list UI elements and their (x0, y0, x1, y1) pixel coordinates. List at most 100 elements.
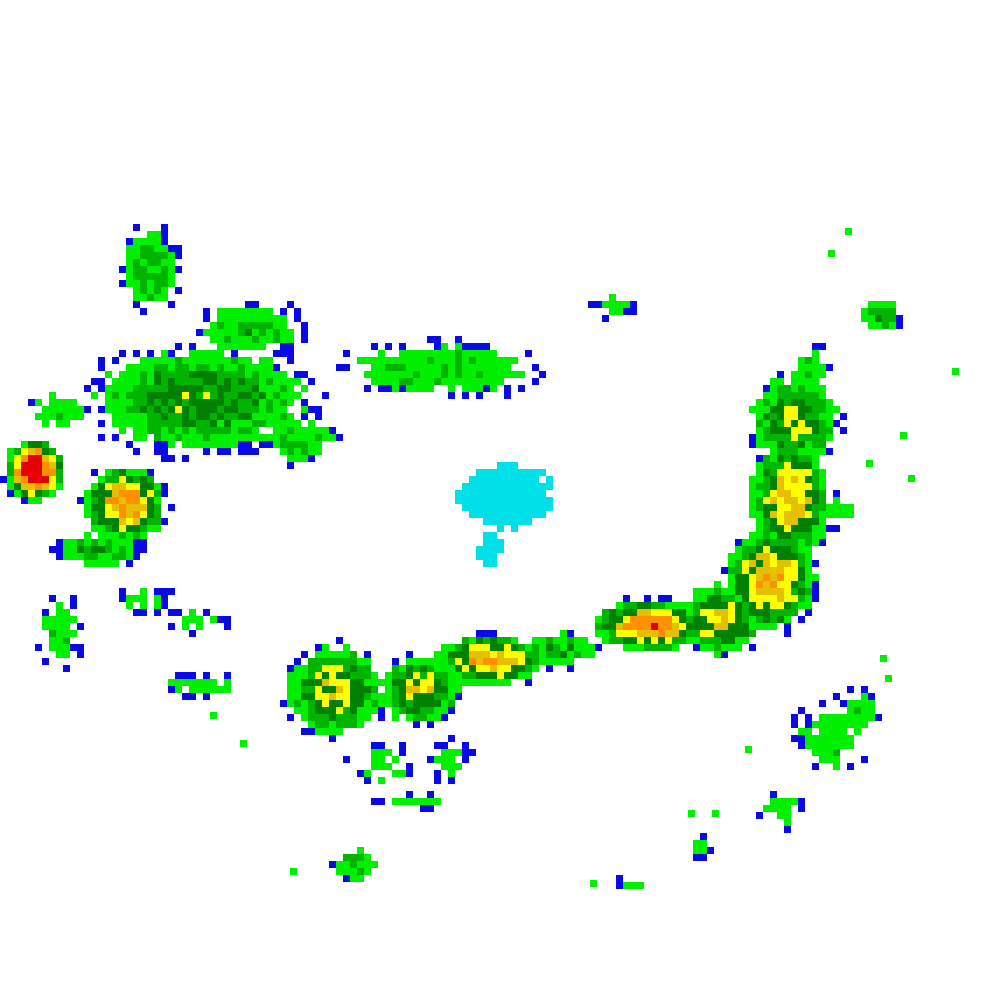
radar-cell (826, 742, 833, 749)
radar-cell (770, 553, 777, 560)
radar-cell (42, 616, 49, 623)
radar-cell (630, 644, 637, 651)
radar-cell (413, 707, 420, 714)
radar-cell (189, 616, 196, 623)
radar-cell (273, 350, 280, 357)
radar-cell (371, 343, 378, 350)
radar-cell (448, 665, 455, 672)
radar-cell (812, 588, 819, 595)
radar-cell (357, 714, 364, 721)
radar-cell (826, 728, 833, 735)
radar-cell (133, 532, 140, 539)
radar-cell (791, 476, 798, 483)
radar-cell (196, 686, 203, 693)
radar-cell (224, 322, 231, 329)
radar-cell (301, 448, 308, 455)
radar-cell (469, 749, 476, 756)
radar-cell (658, 609, 665, 616)
radar-cell (791, 567, 798, 574)
radar-cell (854, 714, 861, 721)
radar-cell (469, 385, 476, 392)
radar-cell (798, 462, 805, 469)
radar-cell (812, 525, 819, 532)
radar-cell (175, 364, 182, 371)
radar-cell (497, 539, 504, 546)
radar-cell (7, 448, 14, 455)
radar-cell (756, 420, 763, 427)
radar-cell (476, 385, 483, 392)
radar-cell (231, 357, 238, 364)
radar-cell (791, 420, 798, 427)
radar-cell (133, 490, 140, 497)
radar-cell (343, 707, 350, 714)
radar-cell (728, 553, 735, 560)
radar-cell (833, 714, 840, 721)
radar-cell (567, 665, 574, 672)
radar-cell (357, 700, 364, 707)
radar-cell (791, 798, 798, 805)
radar-cell (140, 399, 147, 406)
radar-cell (651, 630, 658, 637)
radar-cell (728, 616, 735, 623)
radar-cell (161, 294, 168, 301)
radar-cell (329, 735, 336, 742)
radar-cell (119, 595, 126, 602)
radar-cell (301, 665, 308, 672)
radar-cell (301, 455, 308, 462)
radar-cell (238, 385, 245, 392)
radar-cell (602, 315, 609, 322)
radar-cell (133, 371, 140, 378)
radar-cell (98, 546, 105, 553)
radar-cell (343, 700, 350, 707)
radar-cell (357, 357, 364, 364)
radar-cell (399, 350, 406, 357)
radar-cell (441, 707, 448, 714)
radar-cell (140, 385, 147, 392)
radar-cell (133, 539, 140, 546)
radar-cell (364, 861, 371, 868)
radar-cell (483, 371, 490, 378)
radar-cell (798, 707, 805, 714)
radar-cell (854, 707, 861, 714)
radar-cell (623, 308, 630, 315)
radar-cell (252, 406, 259, 413)
radar-cell (840, 714, 847, 721)
radar-cell (280, 700, 287, 707)
radar-cell (721, 623, 728, 630)
radar-cell (833, 490, 840, 497)
radar-cell (126, 476, 133, 483)
radar-cell (203, 399, 210, 406)
radar-cell (735, 609, 742, 616)
radar-cell (413, 721, 420, 728)
radar-cell (28, 448, 35, 455)
radar-cell (140, 238, 147, 245)
radar-cell (441, 350, 448, 357)
radar-cell (126, 385, 133, 392)
radar-cell (784, 511, 791, 518)
radar-cell (161, 259, 168, 266)
radar-cell (763, 385, 770, 392)
radar-cell (392, 700, 399, 707)
radar-cell (224, 378, 231, 385)
radar-cell (420, 371, 427, 378)
radar-cell (126, 497, 133, 504)
radar-cell (518, 665, 525, 672)
radar-cell (840, 413, 847, 420)
radar-cell (280, 434, 287, 441)
radar-cell (273, 385, 280, 392)
radar-cell (756, 413, 763, 420)
radar-cell (714, 595, 721, 602)
radar-cell (798, 595, 805, 602)
radar-cell (77, 497, 84, 504)
radar-cell (245, 301, 252, 308)
radar-cell (112, 392, 119, 399)
radar-cell (483, 539, 490, 546)
radar-cell (714, 588, 721, 595)
radar-cell (833, 742, 840, 749)
radar-cell (84, 497, 91, 504)
radar-cell (763, 567, 770, 574)
radar-cell (63, 546, 70, 553)
radar-cell (266, 399, 273, 406)
radar-cell (483, 679, 490, 686)
radar-cell (819, 364, 826, 371)
